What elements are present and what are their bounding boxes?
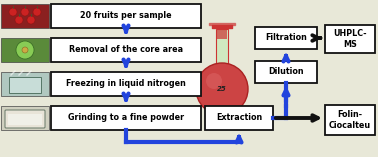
Text: Filtration: Filtration [265,33,307,43]
FancyBboxPatch shape [1,72,49,96]
FancyBboxPatch shape [1,4,49,28]
Circle shape [33,8,41,16]
Text: Dilution: Dilution [268,68,304,76]
FancyBboxPatch shape [1,38,49,62]
Text: Extraction: Extraction [216,114,262,122]
FancyBboxPatch shape [216,29,228,67]
FancyBboxPatch shape [51,72,201,96]
Circle shape [196,63,248,115]
FancyBboxPatch shape [325,25,375,53]
Circle shape [27,16,35,24]
Text: UHPLC-
MS: UHPLC- MS [333,29,367,49]
FancyBboxPatch shape [325,105,375,135]
Text: 25: 25 [217,86,227,92]
FancyBboxPatch shape [205,106,273,130]
FancyBboxPatch shape [51,38,201,62]
FancyBboxPatch shape [217,29,227,39]
FancyBboxPatch shape [8,114,42,125]
Text: Freezing in liquid nitrogen: Freezing in liquid nitrogen [66,79,186,89]
Circle shape [21,8,29,16]
Text: Grinding to a fine powder: Grinding to a fine powder [68,114,184,122]
Circle shape [16,41,34,59]
FancyBboxPatch shape [1,106,49,130]
FancyBboxPatch shape [5,110,45,128]
Circle shape [206,73,222,89]
Text: 20 fruits per sample: 20 fruits per sample [80,11,172,21]
FancyBboxPatch shape [51,4,201,28]
FancyBboxPatch shape [255,61,317,83]
Circle shape [15,16,23,24]
Circle shape [22,47,28,53]
Circle shape [9,8,17,16]
FancyBboxPatch shape [9,77,41,93]
Text: Removal of the core area: Removal of the core area [69,46,183,54]
FancyBboxPatch shape [255,27,317,49]
Text: Folin-
Ciocalteu: Folin- Ciocalteu [329,110,371,130]
FancyBboxPatch shape [51,106,201,130]
